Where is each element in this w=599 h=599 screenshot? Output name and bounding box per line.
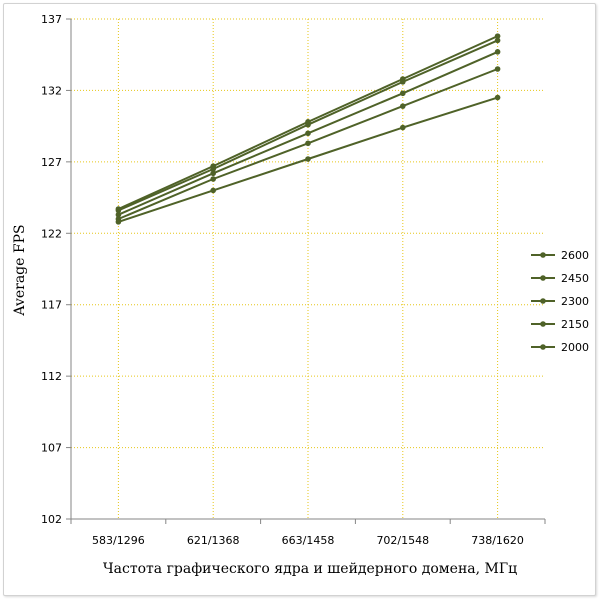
legend-label: 2600 (561, 249, 589, 262)
legend-item-2600: 2600 (531, 249, 589, 262)
legend-swatch-marker (540, 321, 546, 327)
x-tick-label: 738/1620 (471, 534, 524, 547)
y-tick-label: 102 (41, 513, 62, 526)
data-point-2450 (210, 166, 216, 172)
series-2150 (115, 66, 501, 222)
data-point-2000 (305, 156, 311, 162)
y-tick-label: 127 (41, 156, 62, 169)
legend-label: 2000 (561, 341, 589, 354)
data-point-2300 (305, 130, 311, 137)
legend: 2600 2450 2300 2150 2000 (531, 249, 589, 354)
data-point-2450 (494, 37, 501, 44)
y-tick-label: 107 (41, 442, 62, 455)
data-point-2150 (305, 140, 311, 147)
data-point-2300 (494, 49, 501, 55)
legend-item-2150: 2150 (531, 318, 589, 331)
y-tick-label: 112 (41, 370, 62, 383)
data-point-2300 (210, 170, 216, 177)
data-point-2300 (115, 211, 122, 218)
x-axis-title: Частота графического ядра и шейдерного д… (103, 561, 517, 577)
data-point-2150 (210, 176, 216, 182)
y-axis-ticks: 102 107 112 117 122 127 132 137 (41, 13, 62, 526)
axes (66, 18, 546, 524)
y-tick-label: 137 (41, 13, 62, 26)
legend-label: 2300 (561, 295, 589, 308)
data-point-2150 (494, 66, 501, 72)
data-point-2450 (400, 79, 406, 85)
x-axis-ticks: 583/1296 621/1368 663/1458 702/1548 738/1620 (92, 534, 524, 547)
y-tick-label: 132 (41, 84, 62, 97)
data-point-2000 (494, 94, 501, 101)
legend-swatch-marker (540, 298, 546, 304)
data-point-2300 (400, 90, 406, 97)
legend-item-2300: 2300 (531, 295, 589, 308)
data-point-2450 (305, 121, 311, 128)
series-2300 (115, 49, 501, 218)
legend-item-2450: 2450 (531, 272, 589, 285)
series-group (115, 33, 501, 225)
legend-swatch-marker (540, 344, 546, 350)
chart-frame (3, 3, 596, 596)
gridlines (71, 18, 545, 519)
series-2450 (115, 37, 501, 214)
legend-label: 2450 (561, 272, 589, 285)
data-point-2000 (210, 187, 216, 194)
x-tick-label: 583/1296 (92, 534, 145, 547)
x-tick-label: 621/1368 (187, 534, 240, 547)
y-tick-label: 122 (41, 227, 62, 240)
data-point-2000 (115, 219, 122, 225)
series-2000 (115, 94, 501, 225)
data-point-2150 (400, 103, 406, 109)
data-point-2000 (400, 124, 406, 131)
x-tick-label: 702/1548 (376, 534, 429, 547)
data-point-2450 (115, 207, 122, 214)
data-point-2600 (494, 33, 501, 39)
legend-swatch-marker (540, 275, 546, 281)
legend-item-2000: 2000 (531, 341, 589, 354)
x-tick-label: 663/1458 (282, 534, 335, 547)
legend-swatch-marker (540, 252, 546, 258)
legend-label: 2150 (561, 318, 589, 331)
y-tick-label: 117 (41, 299, 62, 312)
y-axis-title: Average FPS (12, 224, 28, 316)
